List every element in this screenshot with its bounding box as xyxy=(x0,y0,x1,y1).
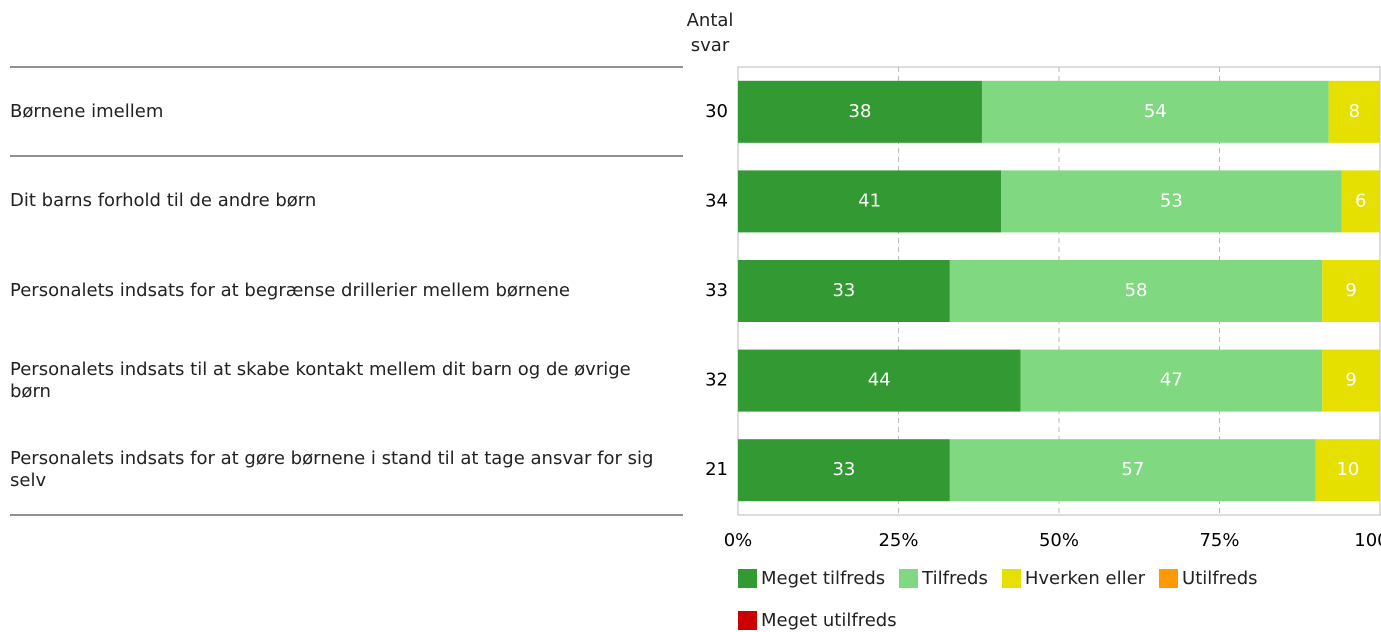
legend-swatch xyxy=(1001,568,1021,588)
bar-segment xyxy=(981,80,1329,143)
bar-segment xyxy=(738,260,950,322)
data-label: 33 xyxy=(832,280,855,301)
count-title: Antal svar xyxy=(686,10,734,56)
count-label: 34 xyxy=(705,190,728,211)
count-label: 32 xyxy=(705,370,728,391)
data-label: 53 xyxy=(1160,190,1183,211)
bar-segment xyxy=(949,260,1323,322)
x-tick-label: 50% xyxy=(1039,530,1079,551)
category-label: Børnene imellem xyxy=(10,100,164,122)
bar-segment xyxy=(738,80,982,143)
legend-label: Meget utilfreds xyxy=(761,609,897,631)
bar-segment xyxy=(1322,260,1380,322)
bar-segment xyxy=(1020,349,1323,412)
bar-segment xyxy=(949,439,1316,502)
data-label: 57 xyxy=(1121,459,1144,480)
x-tick-label: 100% xyxy=(1354,530,1381,551)
legend-swatch xyxy=(1159,568,1179,588)
count-label: 30 xyxy=(705,101,728,122)
bar-segment xyxy=(738,170,1002,233)
x-tick-label: 75% xyxy=(1199,530,1239,551)
data-label: 9 xyxy=(1345,370,1356,391)
legend-label: Hverken eller xyxy=(1024,567,1146,589)
count-label: 33 xyxy=(705,280,728,301)
bar-segment xyxy=(1328,80,1380,143)
x-tick-label: 0% xyxy=(724,530,753,551)
category-label: Personalets indsats for at gøre børnene … xyxy=(10,448,654,492)
legend-item: Hverken eller xyxy=(1001,566,1146,590)
data-label: 58 xyxy=(1125,280,1148,301)
data-label: 38 xyxy=(849,101,872,122)
data-label: 44 xyxy=(868,370,891,391)
legend-item: Utilfreds xyxy=(1159,566,1258,590)
category-label: Dit barns forhold til de andre børn xyxy=(10,190,317,212)
data-label: 6 xyxy=(1355,190,1366,211)
count-label: 21 xyxy=(705,459,728,480)
legend-swatch xyxy=(899,568,919,588)
data-label: 54 xyxy=(1144,101,1167,122)
data-label: 47 xyxy=(1160,370,1183,391)
bar-segment xyxy=(738,349,1021,412)
legend-item: Meget utilfreds xyxy=(738,608,897,632)
data-label: 9 xyxy=(1345,280,1356,301)
legend-label: Meget tilfreds xyxy=(761,567,886,589)
legend: Meget tilfreds Tilfreds Hverken eller Utilf… xyxy=(738,566,1381,632)
bar-segment xyxy=(1001,170,1342,233)
data-label: 33 xyxy=(832,459,855,480)
x-tick-label: 25% xyxy=(878,530,918,551)
legend-label: Tilfreds xyxy=(922,567,988,589)
data-label: 10 xyxy=(1336,459,1359,480)
legend-swatch xyxy=(738,610,757,630)
category-label: Personalets indsats for at begrænse dril… xyxy=(10,280,570,301)
category-label: Personalets indsats til at skabe kontakt… xyxy=(10,358,631,402)
bar-segment xyxy=(1341,170,1380,233)
data-label: 8 xyxy=(1349,101,1360,122)
bar-segment xyxy=(738,439,950,502)
bar-segment xyxy=(1322,349,1380,412)
legend-item: Meget tilfreds xyxy=(738,566,885,590)
legend-label: Utilfreds xyxy=(1182,567,1258,589)
legend-item: Tilfreds xyxy=(899,566,988,590)
data-label: 41 xyxy=(858,190,881,211)
legend-swatch xyxy=(738,568,757,588)
bar-segment xyxy=(1315,439,1380,502)
